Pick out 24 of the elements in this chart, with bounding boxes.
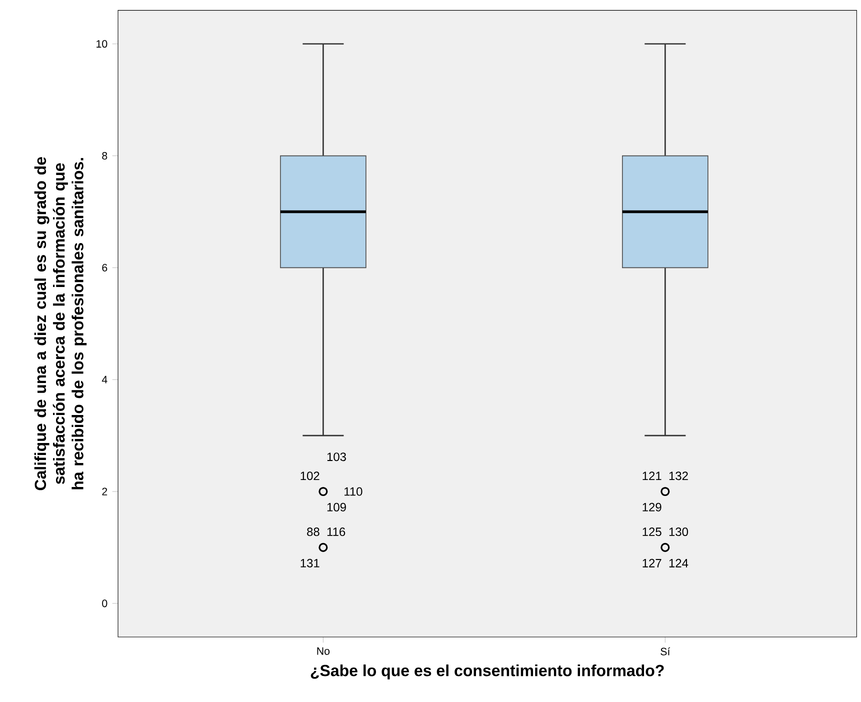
annotation: 110	[344, 487, 362, 496]
x-axis-title: ¿Sabe lo que es el consentimiento informado?	[310, 664, 664, 680]
annotation: 88	[307, 528, 320, 536]
annotation: 131	[300, 558, 320, 568]
y-tick-label: 4	[102, 376, 108, 384]
annotation: 124	[669, 558, 688, 568]
x-tick-label: No	[317, 647, 330, 655]
annotation: 116	[327, 528, 346, 536]
y-axis-title: Califique de una a diez cual es su grado de satisfacción acerca de la información que ha recibido de los profesionales sanitarios.	[34, 157, 87, 490]
annotation: 121	[642, 472, 662, 480]
annotation: 132	[669, 472, 688, 480]
annotation: 103	[327, 452, 346, 462]
annotation: 102	[300, 472, 320, 480]
y-tick-label: 2	[102, 488, 108, 496]
y-tick-label: 0	[102, 600, 108, 608]
annotation: 125	[642, 528, 662, 536]
annotation: 129	[642, 502, 662, 512]
x-tick-label: Sí	[660, 647, 670, 656]
y-tick-label: 10	[96, 40, 108, 48]
y-tick-label: 8	[102, 152, 108, 160]
annotation: 127	[642, 558, 662, 568]
annotation: 130	[669, 528, 688, 536]
y-tick-label: 6	[102, 264, 108, 272]
annotation: 109	[327, 502, 346, 512]
